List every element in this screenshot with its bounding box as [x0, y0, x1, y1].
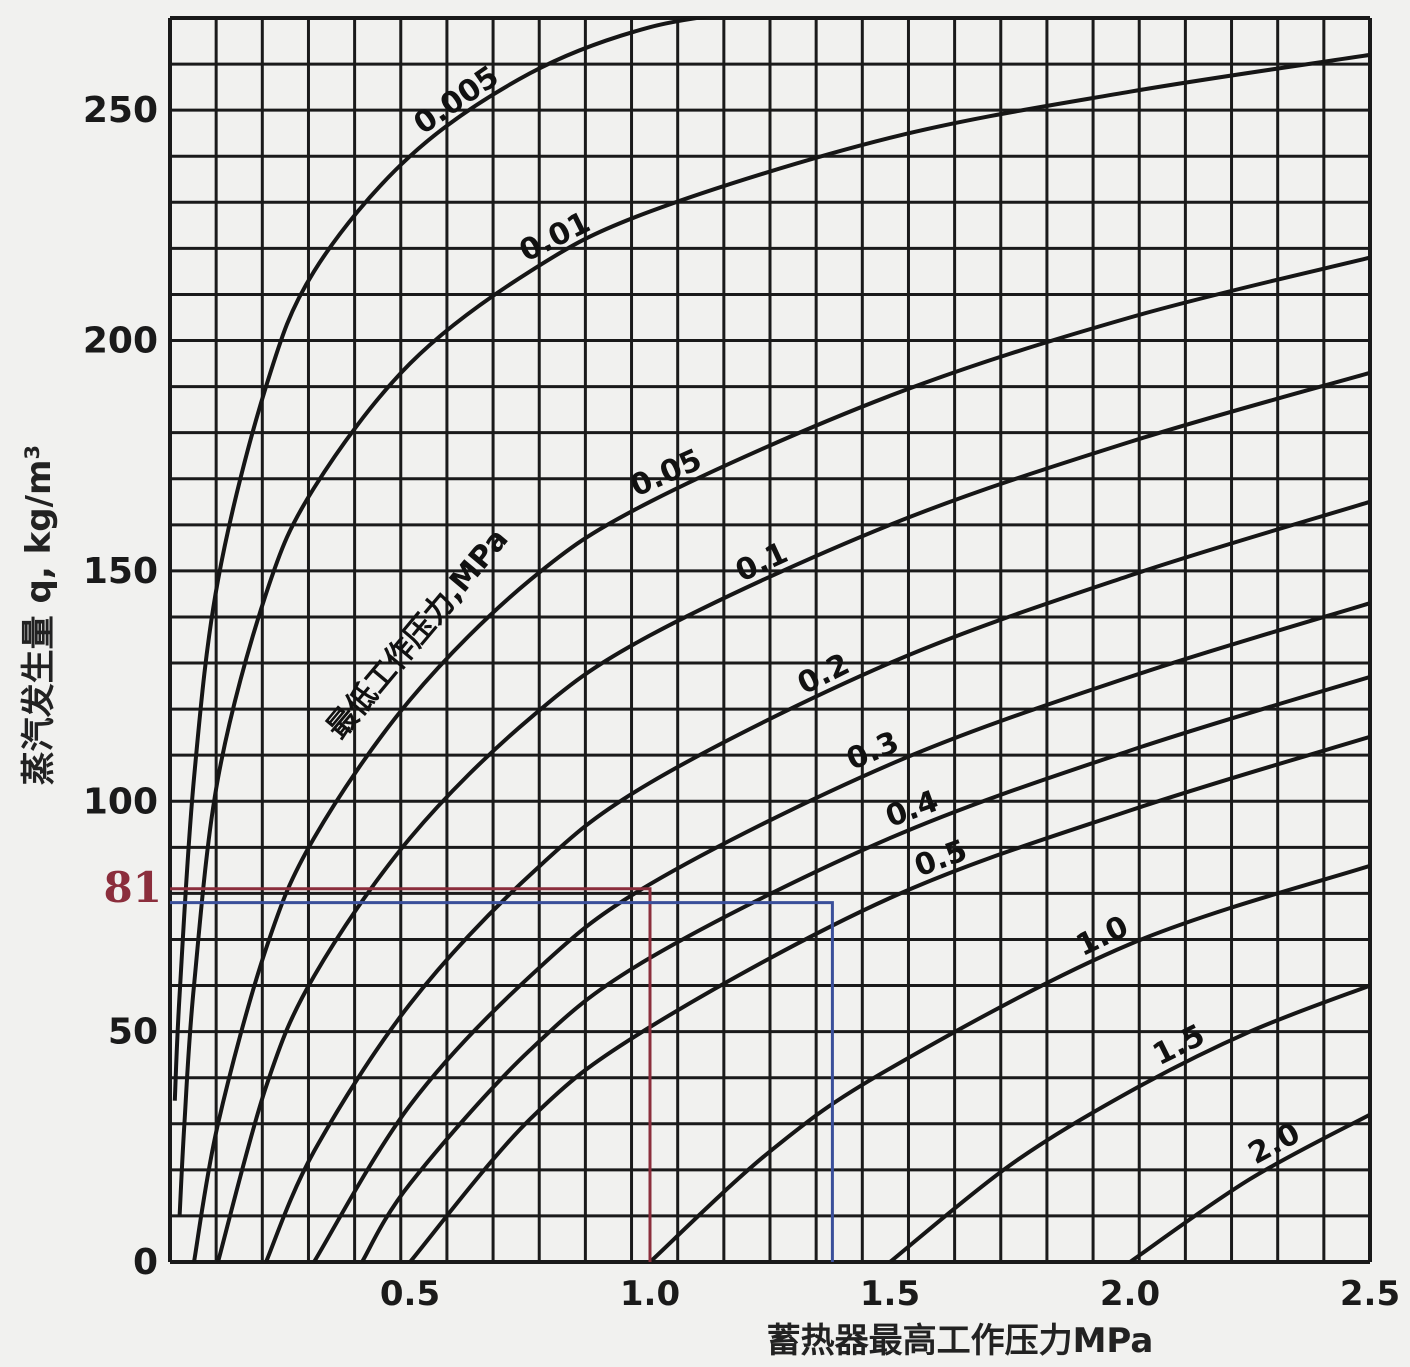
curve-0.5	[408, 734, 1370, 1262]
curve-label-0.3: 0.3	[842, 725, 905, 778]
curve-0.2	[264, 499, 1370, 1262]
y-tick-label: 100	[83, 781, 158, 822]
x-tick-label: 2.0	[1100, 1274, 1160, 1314]
y-tick-label: 50	[108, 1012, 158, 1053]
curve-2.0	[1128, 1112, 1370, 1262]
curve-0.05	[192, 255, 1370, 1262]
curve-1.0	[648, 863, 1370, 1262]
annotation-line-81	[170, 887, 652, 1262]
curve-label-1.5: 1.5	[1147, 1018, 1210, 1073]
curve-0.1	[216, 370, 1370, 1262]
curve-label-0.5: 0.5	[910, 833, 972, 884]
curve-0.4	[360, 674, 1370, 1262]
curve-label-0.2: 0.2	[792, 647, 855, 702]
curve-0.3	[312, 601, 1370, 1262]
curve-series	[172, 18, 1370, 1262]
y-tick-labels: 0 50 100 150 200 250	[83, 90, 158, 1283]
x-tick-label: 1.0	[620, 1274, 680, 1314]
grid	[168, 16, 1372, 1264]
x-axis-title: 蓄热器最高工作压力MPa	[767, 1321, 1154, 1361]
curve-label-1.0: 1.0	[1071, 909, 1134, 964]
curve-0.01	[177, 52, 1370, 1217]
y-tick-label: 0	[133, 1242, 158, 1283]
annotation-label-81: 81	[104, 863, 162, 912]
annotation-line-secondary	[170, 901, 834, 1262]
y-tick-label: 250	[83, 90, 158, 131]
curve-label-0.01: 0.01	[514, 205, 596, 269]
curve-label-0.005: 0.005	[408, 59, 506, 142]
x-tick-label: 1.5	[860, 1274, 920, 1314]
curve-1.5	[888, 983, 1370, 1262]
x-tick-labels: 0.5 1.0 1.5 2.0 2.5	[380, 1274, 1400, 1314]
x-tick-label: 0.5	[380, 1274, 440, 1314]
curve-labels: 0.0050.010.050.10.20.30.40.51.01.52.0最低工…	[320, 59, 1306, 1172]
y-tick-label: 200	[83, 321, 158, 362]
curve-label-0.4: 0.4	[881, 784, 943, 835]
x-tick-label: 2.5	[1340, 1274, 1400, 1314]
curve-label-0.1: 0.1	[730, 535, 793, 589]
y-axis-title: 蒸汽发生量 q, kg/m³	[19, 445, 59, 786]
family-label: 最低工作压力,MPa	[320, 522, 516, 746]
y-tick-label: 150	[83, 551, 158, 592]
annotation-lines: 81	[104, 863, 834, 1262]
curve-0.005	[172, 18, 712, 1101]
